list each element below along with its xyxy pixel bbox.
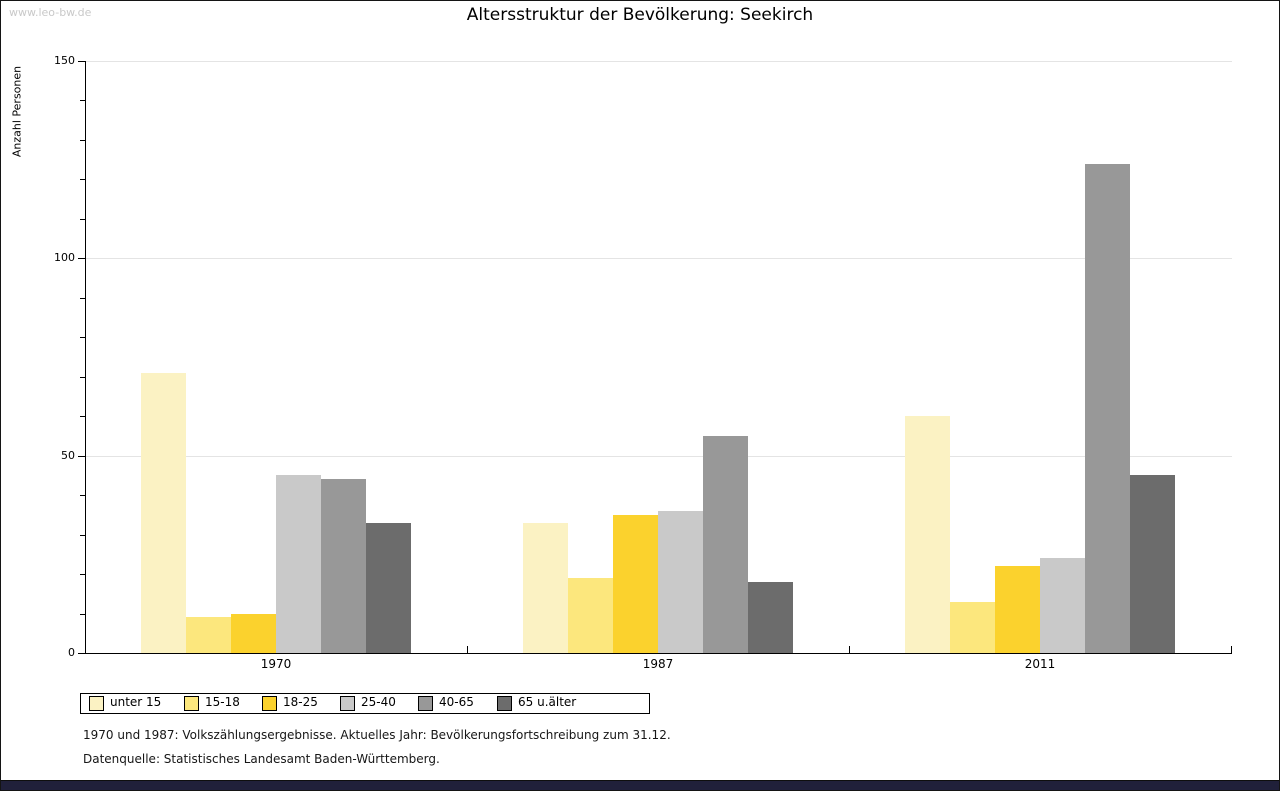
y-axis-tick-100 (78, 258, 85, 260)
bar-2011-25-40 (1040, 558, 1085, 653)
x-axis-category-label-1970: 1970 (260, 657, 292, 671)
x-axis-tick (1231, 646, 1232, 653)
y-axis-tick-150 (78, 61, 85, 62)
y-gridline-150 (86, 61, 1232, 62)
bar-1987-15-18 (568, 578, 613, 653)
y-axis-minor-tick (80, 218, 85, 220)
bottom-bar (1, 780, 1279, 790)
legend-label-unter-15: unter 15 (110, 695, 162, 709)
legend-label-40-65: 40-65 (439, 695, 474, 709)
legend-label-18-25: 18-25 (283, 695, 318, 709)
bar-2011-unter-15 (905, 416, 950, 653)
bar-2011-65-u-lter (1130, 475, 1175, 653)
bar-1970-40-65 (321, 479, 366, 653)
legend-label-25-40: 25-40 (361, 695, 396, 709)
bar-2011-15-18 (950, 601, 995, 653)
y-axis-tick-label-0: 0 (68, 646, 75, 659)
y-axis-minor-tick (80, 534, 85, 536)
chart-title: Altersstruktur der Bevölkerung: Seekirch (466, 5, 814, 25)
y-axis-tick-0 (78, 653, 85, 654)
bar-1987-65-u-lter (748, 581, 793, 653)
y-axis-tick-label-150: 150 (54, 54, 75, 67)
legend-swatch-25-40 (340, 696, 355, 711)
bar-2011-40-65 (1085, 163, 1130, 653)
legend: unter 15 15-18 18-25 25-40 40-65 65 u.älter (80, 693, 650, 714)
y-axis-label: Anzahl Personen (10, 65, 24, 158)
y-axis-minor-tick (80, 416, 85, 418)
bar-1970-15-18 (186, 617, 231, 653)
x-axis-tick (849, 646, 850, 653)
legend-swatch-unter-15 (89, 696, 104, 711)
y-axis-minor-tick (80, 100, 85, 102)
y-axis-minor-tick (80, 179, 85, 181)
y-gridline-50 (86, 455, 1232, 457)
legend-label-15-18: 15-18 (205, 695, 240, 709)
legend-label-65-u-lter: 65 u.älter (518, 695, 577, 709)
legend-swatch-65-u-lter (497, 696, 512, 711)
y-gridline-100 (86, 258, 1232, 260)
x-axis-tick (467, 646, 468, 653)
y-axis-tick-label-100: 100 (54, 251, 75, 265)
bar-1987-25-40 (658, 510, 703, 653)
bar-1970-25-40 (276, 475, 321, 653)
y-axis-tick-50 (78, 455, 85, 457)
y-axis-minor-tick (80, 297, 85, 299)
x-axis-category-label-2011: 2011 (1024, 657, 1056, 671)
footnote-data-source: Datenquelle: Statistisches Landesamt Bad… (83, 752, 440, 766)
bar-1987-40-65 (703, 435, 748, 653)
bar-2011-18-25 (995, 566, 1040, 653)
legend-swatch-15-18 (184, 696, 199, 711)
y-axis-minor-tick (80, 613, 85, 615)
x-axis-category-label-1987: 1987 (642, 657, 674, 671)
watermark: www.leo-bw.de (9, 6, 92, 19)
y-axis-tick-label-50: 50 (61, 448, 75, 462)
y-axis-line (85, 61, 86, 653)
bar-1987-unter-15 (523, 522, 568, 653)
bar-1970-unter-15 (141, 372, 186, 653)
footnote-source-method: 1970 und 1987: Volkszählungsergebnisse. … (83, 728, 671, 742)
y-axis-minor-tick (80, 574, 85, 576)
bar-1970-18-25 (231, 613, 276, 653)
y-axis-minor-tick (80, 337, 85, 339)
legend-swatch-40-65 (418, 696, 433, 711)
y-axis-minor-tick (80, 376, 85, 378)
x-axis-line (85, 653, 1232, 654)
bar-1987-18-25 (613, 514, 658, 653)
bar-1970-65-u-lter (366, 522, 411, 653)
y-axis-minor-tick (80, 495, 85, 497)
legend-swatch-18-25 (262, 696, 277, 711)
y-axis-minor-tick (80, 139, 85, 141)
